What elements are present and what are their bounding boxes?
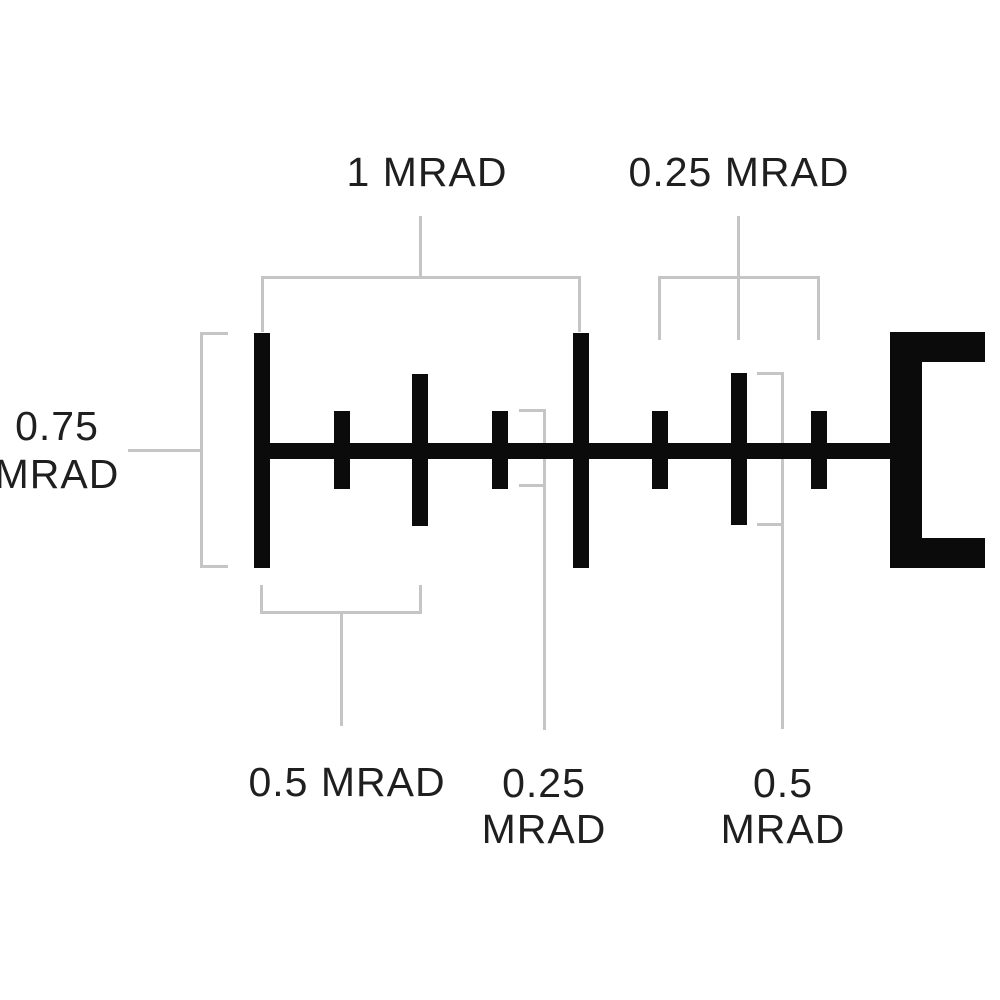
dim-left-vertical [200, 332, 203, 568]
label-025-mrad-top: 0.25 MRAD [628, 149, 850, 195]
dim-bottommiddle-stem [543, 409, 546, 730]
dim-left-arm-top [200, 332, 228, 335]
hash-tall-1 [254, 333, 270, 568]
dim-bottomleft-stem [340, 611, 343, 726]
dim-topright-drop-right [817, 276, 820, 340]
dim-left-leader [128, 449, 201, 452]
dim-topleft-stem [419, 216, 422, 278]
label-075-mrad: 0.75 MRAD [0, 402, 119, 498]
hash-small-8 [811, 411, 827, 489]
dim-topleft-drop-left [261, 276, 264, 332]
label-075-mrad-line2: MRAD [0, 451, 120, 497]
hash-medium-7 [731, 373, 747, 525]
dim-bottomleft-rise-left [260, 585, 263, 614]
dim-bottomright-arm-bottom [757, 523, 784, 526]
dim-topleft-horizontal [261, 276, 581, 279]
label-025-mrad-bottom-line1: 0.25 [502, 760, 586, 806]
label-025-mrad-bottom-line2: MRAD [481, 806, 607, 852]
hash-small-2 [334, 411, 350, 489]
dim-topright-horizontal [658, 276, 820, 279]
thick-post-bar [890, 332, 922, 568]
dim-left-arm-bottom [200, 565, 228, 568]
thick-post-top-serif [890, 332, 985, 362]
dim-bottomright-stem [781, 372, 784, 729]
label-075-mrad-line1: 0.75 [15, 403, 99, 449]
label-1-mrad: 1 MRAD [346, 149, 508, 195]
hash-tall-5 [573, 333, 589, 568]
label-05-mrad-bottomright-line1: 0.5 [753, 760, 813, 806]
label-05-mrad-bottomright-line2: MRAD [720, 806, 846, 852]
dim-bottomright-arm-top [757, 372, 784, 375]
dim-bottommiddle-arm-top [519, 409, 546, 412]
dim-bottommiddle-arm-bottom [519, 484, 546, 487]
dim-bottomleft-rise-right [419, 585, 422, 614]
label-05-mrad-bottomright: 0.5 MRAD [721, 760, 846, 852]
label-025-mrad-bottom: 0.25 MRAD [482, 760, 607, 852]
dim-topright-drop-left [658, 276, 661, 340]
thick-post-bottom-serif [890, 538, 985, 568]
label-05-mrad-bottomleft: 0.5 MRAD [248, 759, 446, 805]
dim-topleft-drop-right [578, 276, 581, 332]
hash-medium-3 [412, 374, 428, 526]
hash-small-6 [652, 411, 668, 489]
hash-small-4 [492, 411, 508, 489]
